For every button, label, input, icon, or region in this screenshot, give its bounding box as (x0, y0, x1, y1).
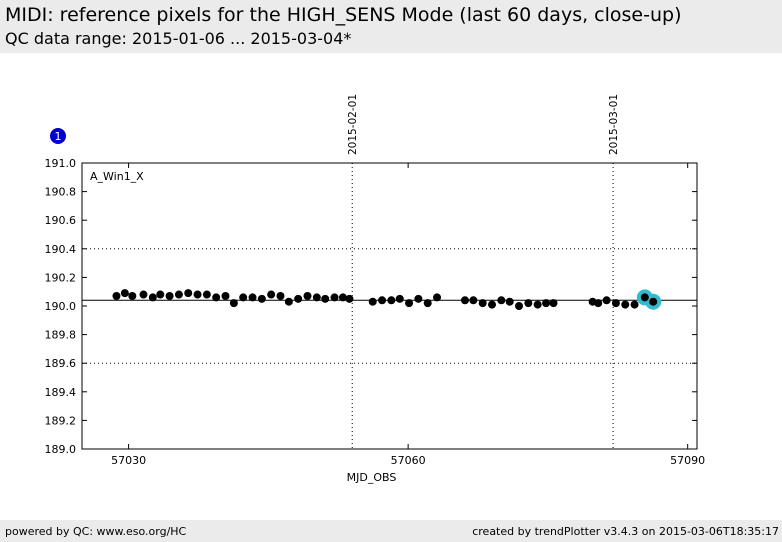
data-point (257, 294, 266, 303)
data-point (156, 290, 165, 299)
data-point (165, 291, 174, 300)
footer-credit: powered by QC: www.eso.org/HC (5, 525, 187, 538)
data-point (174, 290, 183, 299)
data-point (433, 293, 442, 302)
data-point (368, 297, 377, 306)
x-axis-label: MJD_OBS (347, 471, 397, 484)
footer-bar: powered by QC: www.eso.org/HC created by… (0, 520, 782, 542)
data-point (229, 299, 238, 308)
data-point (139, 290, 148, 299)
data-point (497, 296, 506, 305)
data-point (212, 293, 221, 302)
data-point (345, 294, 354, 303)
data-point (602, 296, 611, 305)
data-point (239, 293, 248, 302)
data-point (267, 290, 276, 299)
data-point (112, 291, 121, 300)
data-point (621, 300, 630, 309)
data-point (469, 296, 478, 305)
data-point (549, 299, 558, 308)
y-tick-label: 189.0 (45, 443, 77, 456)
data-point (505, 297, 514, 306)
data-point (460, 296, 469, 305)
data-point (515, 302, 524, 310)
data-point (378, 296, 387, 305)
y-tick-label: 190.4 (45, 243, 77, 256)
y-tick-label: 190.8 (45, 186, 77, 199)
data-point (387, 296, 396, 305)
panel-label: A_Win1_X (90, 170, 144, 183)
data-point (488, 300, 496, 309)
data-point (276, 291, 285, 300)
data-point (221, 291, 230, 300)
data-point (321, 294, 330, 303)
y-tick-label: 190.2 (45, 271, 77, 284)
data-point (312, 293, 321, 302)
data-point (533, 300, 542, 309)
data-point (202, 290, 211, 299)
y-tick-label: 191.0 (45, 157, 77, 170)
x-tick-label: 57030 (111, 454, 146, 467)
data-point (611, 299, 620, 308)
data-point (630, 300, 639, 309)
data-point (148, 293, 157, 302)
data-point (640, 293, 649, 302)
page-subtitle: QC data range: 2015-01-06 ... 2015-03-04… (5, 29, 352, 48)
data-point (284, 297, 293, 306)
data-point (395, 294, 404, 303)
data-point (120, 289, 129, 298)
data-point (128, 291, 137, 300)
data-point (594, 299, 603, 308)
data-point (294, 294, 303, 303)
data-point (338, 293, 347, 302)
header-bar: MIDI: reference pixels for the HIGH_SENS… (0, 0, 782, 53)
footer-timestamp: created by trendPlotter v3.4.3 on 2015-0… (472, 525, 779, 538)
data-point (524, 299, 533, 308)
data-point (478, 299, 487, 308)
data-point (414, 294, 423, 303)
data-point (303, 291, 312, 300)
data-point (193, 290, 202, 299)
badge-circle (50, 128, 66, 144)
plot-area (81, 162, 698, 450)
x-tick-label: 57090 (670, 454, 705, 467)
x-tick-label: 57060 (391, 454, 426, 467)
data-point (184, 289, 193, 298)
data-point (248, 293, 257, 302)
trend-chart: 2015-02-01 2015-03-01 191.0 190.8 190.6 190.4… (45, 94, 706, 484)
badge-number: 1 (55, 130, 62, 143)
y-tick-label: 189.4 (45, 386, 77, 399)
data-point (649, 297, 658, 306)
data-point (330, 293, 339, 302)
page-title: MIDI: reference pixels for the HIGH_SENS… (5, 4, 682, 26)
data-point (405, 299, 414, 308)
data-point (542, 299, 551, 308)
date-marker-label: 2015-02-01 (347, 94, 359, 155)
y-tick-label: 189.6 (45, 357, 77, 370)
y-tick-label: 190.6 (45, 214, 77, 227)
date-marker-label: 2015-03-01 (608, 94, 620, 155)
y-tick-label: 189.2 (45, 414, 77, 427)
y-tick-label: 189.8 (45, 329, 77, 342)
y-tick-label: 190.0 (45, 300, 77, 313)
data-point (423, 299, 432, 308)
